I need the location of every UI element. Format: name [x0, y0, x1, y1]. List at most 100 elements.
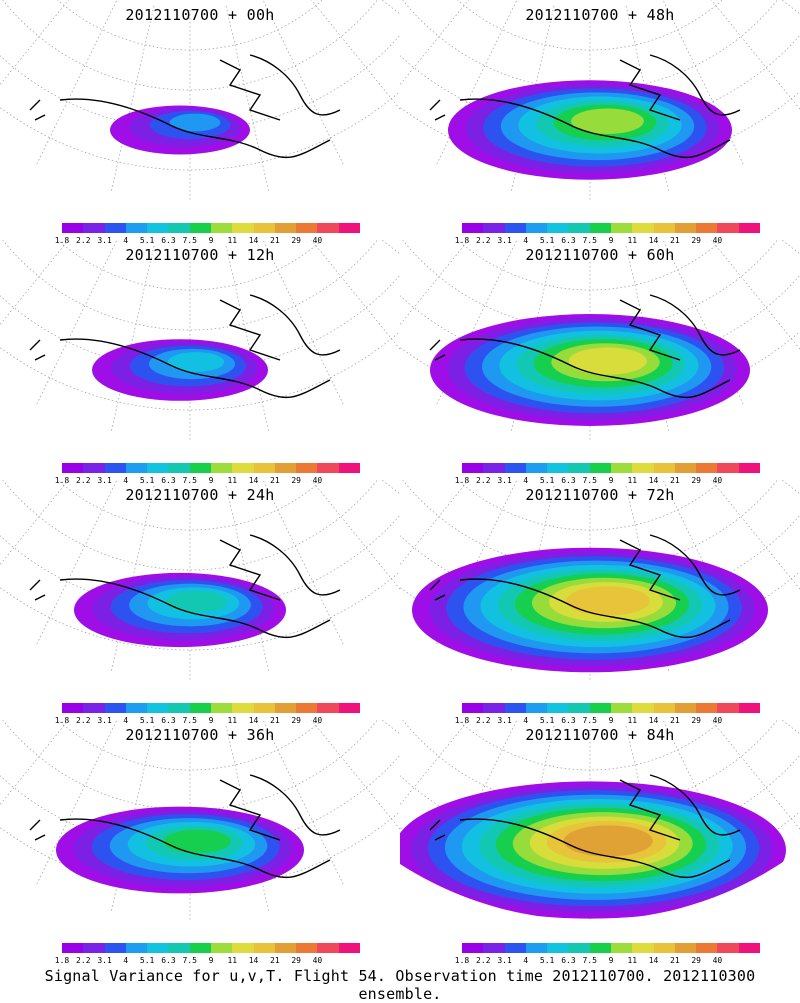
colorbar-segment [147, 703, 169, 713]
colorbar-segment [296, 703, 318, 713]
colorbar-segment [338, 223, 360, 233]
coastline [29, 774, 341, 878]
colorbar-segment [504, 463, 526, 473]
figure-caption: Signal Variance for u,v,T. Flight 54. Ob… [44, 967, 756, 1003]
colorbar-segment [62, 463, 84, 473]
colorbar-tick-label: 14 [648, 236, 659, 245]
colorbar [462, 463, 760, 473]
colorbar-segment [610, 463, 633, 473]
colorbar-segment [653, 223, 675, 233]
colorbar-segment [232, 703, 254, 713]
colorbar-tick-label: 40 [712, 716, 723, 725]
colorbar-segment [738, 223, 760, 233]
colorbar-segment [696, 943, 718, 953]
colorbar-segment [317, 223, 339, 233]
colorbar-labels: 1.8 2.2 3.1 4 5.1 6.3 7.5 9 11 14 21 29 40 [55, 716, 356, 726]
colorbar-tick-label: 14 [648, 956, 659, 965]
colorbar-tick-label: 7.5 [182, 476, 197, 485]
colorbar-segment [610, 943, 633, 953]
colorbar-tick-label: 11 [627, 476, 638, 485]
colorbar-segment [274, 463, 297, 473]
colorbar-segment [674, 703, 697, 713]
colorbar-tick-label: 1.8 [54, 476, 70, 485]
colorbar-tick-label: 4 [523, 236, 529, 245]
colorbar-segment [189, 223, 211, 233]
colorbar-segment [274, 943, 297, 953]
colorbar-tick-label: 7.5 [582, 236, 597, 245]
colorbar-tick-label: 11 [627, 956, 638, 965]
colorbar [62, 703, 360, 713]
colorbar-tick-label: 14 [248, 716, 259, 725]
colorbar-tick-label: 6.3 [161, 476, 176, 485]
colorbar-segment [589, 943, 611, 953]
variance-field [400, 781, 786, 919]
colorbar-tick-label: 1.8 [454, 716, 470, 725]
colorbar-segment [62, 943, 84, 953]
colorbar-tick-label: 40 [712, 956, 723, 965]
colorbar-segment [210, 703, 233, 713]
panel-title: 2012110700 + 60h [525, 246, 675, 264]
map-plot [400, 0, 800, 200]
colorbar-tick-label: 4 [123, 236, 129, 245]
colorbar-tick-label: 40 [312, 476, 323, 485]
colorbar-segment [504, 703, 526, 713]
colorbar-segment [125, 223, 148, 233]
colorbar-segment [104, 223, 126, 233]
colorbar-tick-label: 7.5 [582, 716, 597, 725]
colorbar-segment [125, 943, 148, 953]
colorbar-segment [253, 943, 275, 953]
colorbar-segment [589, 703, 611, 713]
variance-field [412, 547, 768, 673]
colorbar-tick-label: 2.2 [76, 956, 91, 965]
colorbar-tick-label: 7.5 [182, 716, 197, 725]
colorbar-tick-label: 1.8 [454, 476, 470, 485]
colorbar-segment [147, 463, 169, 473]
colorbar-tick-label: 4 [523, 956, 529, 965]
map-plot [0, 480, 400, 680]
colorbar-segment [632, 703, 654, 713]
colorbar-segment [568, 703, 590, 713]
colorbar-segment [253, 223, 275, 233]
colorbar-tick-label: 6.3 [561, 236, 576, 245]
colorbar-tick-label: 3.1 [97, 716, 112, 725]
colorbar-segment [83, 463, 105, 473]
forecast-panel: 2012110700 + 72h 1.8 2.2 3.1 4 5.1 6.3 7.5 9 11 14… [400, 480, 800, 725]
colorbar-segment [610, 223, 633, 233]
colorbar-segment [738, 463, 760, 473]
colorbar-segment [232, 223, 254, 233]
coastline [429, 294, 741, 398]
colorbar-segment [717, 463, 739, 473]
colorbar-segment [589, 223, 611, 233]
panel-title: 2012110700 + 48h [525, 6, 675, 24]
colorbar-tick-label: 6.3 [561, 956, 576, 965]
colorbar-segment [547, 703, 569, 713]
colorbar-segment [189, 703, 211, 713]
coastline [429, 534, 741, 638]
colorbar-tick-label: 7.5 [182, 236, 197, 245]
colorbar-tick-label: 5.1 [539, 956, 555, 965]
colorbar-tick-label: 3.1 [97, 236, 112, 245]
colorbar-tick-label: 3.1 [97, 476, 112, 485]
colorbar-segment [125, 703, 148, 713]
map-plot [0, 240, 400, 440]
colorbar-tick-label: 29 [691, 236, 701, 245]
colorbar-segment [189, 943, 211, 953]
colorbar-segment [717, 703, 739, 713]
colorbar-tick-label: 11 [227, 476, 238, 485]
forecast-panel: 2012110700 + 36h 1.8 2.2 3.1 4 5.1 6.3 7.5 9 11 14… [0, 720, 400, 965]
forecast-panel: 2012110700 + 60h 1.8 2.2 3.1 4 5.1 6.3 7.5 9 11 14… [400, 240, 800, 485]
panel-title: 2012110700 + 72h [525, 486, 675, 504]
colorbar-segment [610, 703, 633, 713]
colorbar-segment [674, 463, 697, 473]
colorbar-segment [317, 943, 339, 953]
colorbar-segment [483, 223, 505, 233]
colorbar-segment [83, 943, 105, 953]
colorbar-segment [696, 223, 718, 233]
colorbar-segment [338, 703, 360, 713]
colorbar-tick-label: 1.8 [454, 236, 470, 245]
colorbar-segment [83, 223, 105, 233]
colorbar-tick-label: 4 [123, 716, 129, 725]
panel-title: 2012110700 + 12h [125, 246, 275, 264]
colorbar-segment [189, 463, 211, 473]
coastline [29, 534, 341, 638]
